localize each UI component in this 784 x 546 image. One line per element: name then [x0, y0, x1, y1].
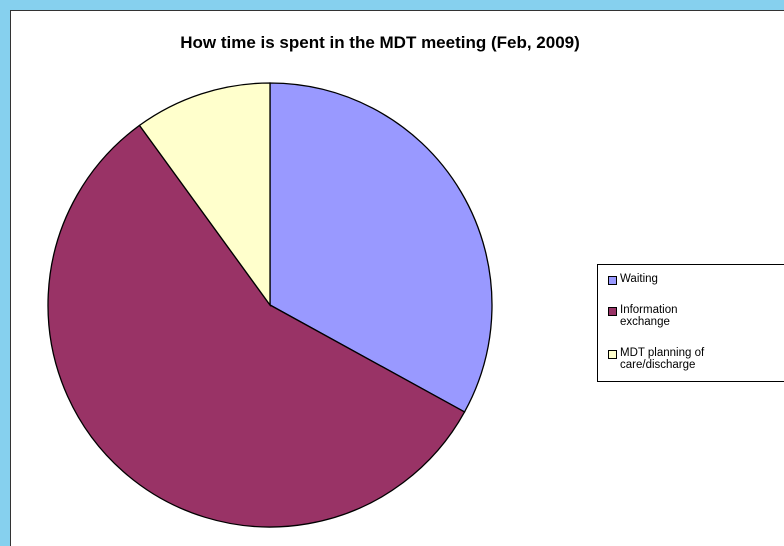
legend: Waiting Information exchange MDT planning … — [597, 264, 784, 382]
pie-slice — [47, 124, 466, 528]
legend-swatch — [608, 350, 617, 359]
pie-slice — [269, 82, 493, 413]
legend-swatch — [608, 276, 617, 285]
legend-label: MDT planning of care/discharge — [620, 347, 705, 371]
legend-label: Information exchange — [620, 304, 678, 328]
legend-item: Waiting — [608, 273, 784, 285]
legend-swatch — [608, 307, 617, 316]
chart-title: How time is spent in the MDT meeting (Fe… — [180, 33, 580, 52]
legend-item: Information exchange — [608, 304, 784, 328]
pie-slice — [138, 82, 271, 308]
legend-label: Waiting — [620, 273, 658, 285]
legend-item: MDT planning of care/discharge — [608, 347, 784, 371]
